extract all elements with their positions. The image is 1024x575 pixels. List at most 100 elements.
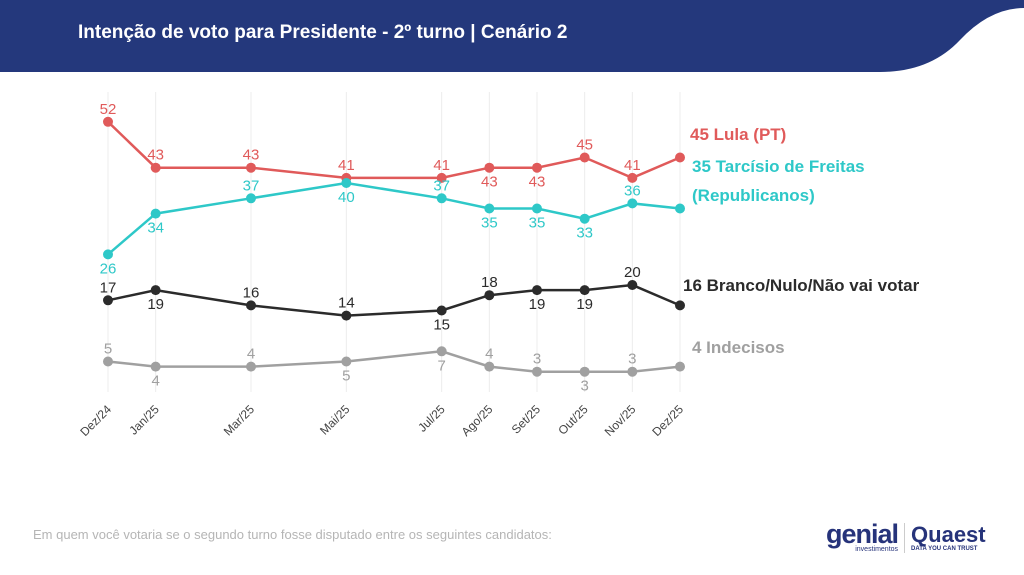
data-point bbox=[532, 203, 542, 214]
data-point bbox=[150, 361, 161, 372]
data-label: 41 bbox=[433, 157, 450, 174]
data-point bbox=[532, 285, 542, 296]
x-tick-label: Dez/25 bbox=[649, 402, 686, 439]
x-tick-label: Ago/25 bbox=[459, 402, 496, 439]
line-chart: Dez/24 Jan/25 Mar/25 Mai/25 Jul/25 Ago/25 Set/… bbox=[77, 92, 920, 439]
data-point bbox=[484, 162, 495, 173]
data-label: 18 bbox=[481, 274, 498, 291]
data-label: 33 bbox=[576, 225, 593, 242]
data-point bbox=[627, 366, 638, 377]
series-name-label: 16 Branco/Nulo/Não vai votar bbox=[683, 276, 920, 295]
data-point bbox=[341, 178, 352, 188]
data-label: 26 bbox=[100, 260, 117, 277]
data-label: 43 bbox=[529, 174, 546, 191]
data-point bbox=[484, 203, 495, 214]
data-label: 41 bbox=[338, 157, 355, 174]
data-point bbox=[579, 366, 590, 377]
data-label: 7 bbox=[437, 357, 445, 374]
page-title: Intenção de voto para Presidente - 2º tu… bbox=[78, 22, 568, 43]
data-point bbox=[484, 361, 495, 372]
data-point bbox=[675, 361, 685, 372]
series-line bbox=[107, 120, 681, 180]
data-label: 3 bbox=[533, 351, 541, 368]
data-point bbox=[103, 116, 113, 127]
data-label: 43 bbox=[481, 174, 498, 191]
data-label: 19 bbox=[576, 296, 593, 313]
data-label: 20 bbox=[624, 264, 641, 281]
data-point bbox=[627, 172, 638, 183]
data-point bbox=[246, 300, 256, 311]
data-label: 5 bbox=[342, 368, 350, 385]
data-point bbox=[579, 152, 590, 163]
data-label: 19 bbox=[529, 296, 546, 313]
data-label: 4 bbox=[151, 373, 159, 390]
data-point bbox=[103, 249, 113, 260]
data-label: 35 bbox=[529, 215, 546, 232]
data-label: 4 bbox=[485, 346, 493, 363]
footnote: Em quem você votaria se o segundo turno … bbox=[33, 527, 552, 542]
data-label: 19 bbox=[147, 296, 164, 313]
data-point bbox=[246, 361, 256, 372]
data-point bbox=[675, 152, 685, 163]
data-label: 41 bbox=[624, 157, 641, 174]
data-label: 37 bbox=[433, 177, 450, 194]
data-point bbox=[246, 162, 256, 173]
data-point bbox=[103, 356, 113, 367]
series-line bbox=[107, 350, 681, 373]
data-point bbox=[150, 162, 161, 173]
x-tick-label: Mai/25 bbox=[317, 402, 353, 438]
data-label: 5 bbox=[104, 341, 112, 358]
data-label: 3 bbox=[628, 351, 636, 368]
genial-logo: genial investimentos bbox=[826, 519, 899, 554]
data-label: 52 bbox=[100, 101, 117, 118]
header-band bbox=[0, 0, 1024, 72]
data-label: 34 bbox=[147, 220, 164, 237]
quaest-logo: Quaest DATA YOU CAN TRUST bbox=[911, 521, 986, 552]
x-tick-label: Set/25 bbox=[509, 402, 544, 437]
series-line bbox=[107, 181, 681, 256]
data-point bbox=[436, 346, 447, 357]
data-point bbox=[579, 213, 590, 224]
x-tick-label: Jul/25 bbox=[415, 402, 448, 435]
data-label: 35 bbox=[481, 215, 498, 232]
data-label: 40 bbox=[338, 189, 355, 206]
data-point bbox=[627, 280, 638, 290]
data-point bbox=[436, 193, 447, 204]
data-point bbox=[627, 198, 638, 209]
x-tick-label: Dez/24 bbox=[77, 402, 114, 439]
data-point bbox=[341, 310, 352, 321]
series-name-label: 4 Indecisos bbox=[692, 338, 785, 357]
series-name-label: (Republicanos) bbox=[692, 186, 815, 205]
data-label: 43 bbox=[147, 147, 164, 164]
data-point bbox=[675, 300, 685, 311]
series-line bbox=[107, 283, 681, 317]
series-name-label: 45 Lula (PT) bbox=[690, 125, 786, 144]
data-label: 15 bbox=[433, 317, 450, 334]
data-label: 3 bbox=[580, 378, 588, 395]
data-label: 37 bbox=[243, 177, 260, 194]
x-tick-label: Out/25 bbox=[555, 402, 591, 438]
logos: genial investimentos Quaest DATA YOU CAN… bbox=[826, 519, 986, 554]
data-point bbox=[246, 193, 256, 204]
data-point bbox=[532, 162, 542, 173]
x-tick-label: Mar/25 bbox=[221, 402, 258, 439]
data-point bbox=[150, 208, 161, 219]
data-point bbox=[579, 285, 590, 296]
data-label: 43 bbox=[243, 147, 260, 164]
data-point bbox=[341, 356, 352, 367]
data-point bbox=[532, 366, 542, 377]
data-point bbox=[675, 203, 685, 214]
data-label: 14 bbox=[338, 295, 355, 312]
data-point bbox=[150, 285, 161, 296]
data-label: 17 bbox=[100, 279, 117, 296]
data-label: 16 bbox=[243, 284, 260, 301]
series-name-label: 35 Tarcísio de Freitas bbox=[692, 157, 865, 176]
logo-divider bbox=[904, 522, 906, 553]
data-label: 36 bbox=[624, 182, 641, 199]
x-tick-label: Nov/25 bbox=[602, 402, 639, 439]
x-tick-label: Jan/25 bbox=[126, 402, 162, 438]
data-point bbox=[436, 172, 447, 183]
data-point bbox=[484, 290, 495, 301]
data-point bbox=[103, 295, 113, 306]
data-label: 4 bbox=[247, 346, 255, 363]
